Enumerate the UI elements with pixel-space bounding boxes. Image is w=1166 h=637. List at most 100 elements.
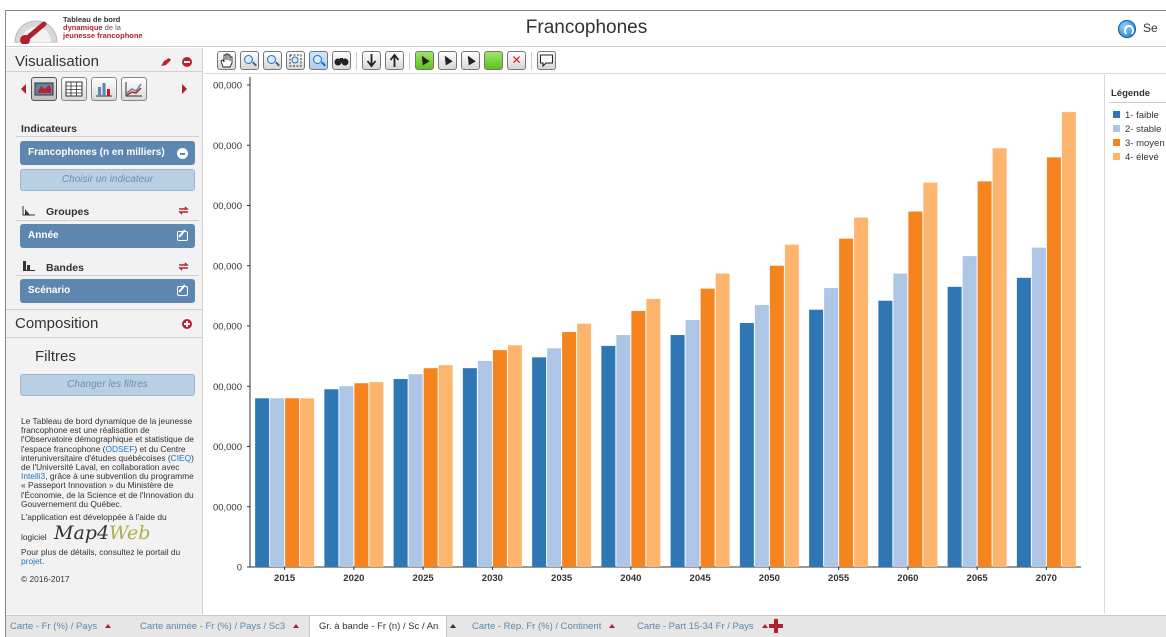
speech-bubble-icon	[539, 54, 554, 68]
zoom-out-button[interactable]	[263, 51, 282, 70]
tab-carte-part-15-34[interactable]: Carte - Part 15-34 Fr / Pays	[637, 621, 768, 632]
select-tool-button[interactable]	[415, 51, 434, 70]
legend-item[interactable]: 2- stable	[1113, 124, 1161, 135]
tab-menu-icon[interactable]	[609, 624, 616, 628]
prev-visualisation-icon[interactable]	[21, 84, 26, 94]
edit-bands-icon[interactable]	[177, 286, 188, 296]
bar	[300, 398, 315, 567]
zoom-extent-button[interactable]	[309, 51, 328, 70]
bands-value[interactable]: Scénario	[20, 279, 195, 303]
edit-groups-icon[interactable]	[177, 231, 188, 241]
change-filters-button[interactable]: Changer les filtres	[20, 374, 195, 396]
bar	[423, 368, 438, 567]
legend-label: 3- moyen	[1125, 138, 1165, 149]
bar	[824, 288, 839, 567]
info-text-2: ) et du Centre interuniversitaire d'étud…	[21, 443, 186, 463]
select-all-button[interactable]	[484, 51, 503, 70]
zoom-in-button[interactable]	[240, 51, 259, 70]
logo-line-1: Tableau de bord	[63, 15, 121, 24]
tab-menu-icon[interactable]	[761, 624, 768, 628]
comment-button[interactable]	[537, 51, 556, 70]
pen-icon[interactable]	[160, 57, 172, 67]
app-logo[interactable]: Tableau de bord dynamique de la jeunesse…	[13, 14, 173, 44]
bar	[438, 365, 453, 567]
y-tick-label: 00,000	[213, 81, 242, 92]
odsef-link[interactable]: ODSEF	[105, 443, 135, 454]
legend-item[interactable]: 3- moyen	[1113, 138, 1165, 149]
bar-chart-view-button[interactable]	[91, 77, 117, 101]
add-tab-icon[interactable]	[769, 619, 783, 633]
tab-menu-icon[interactable]	[105, 624, 112, 628]
x-tick-label: 2060	[897, 573, 918, 584]
intelli3-link[interactable]: Intelli3	[21, 471, 46, 482]
cieq-link[interactable]: CIEQ	[170, 452, 192, 463]
select-remove-button[interactable]	[461, 51, 480, 70]
collapse-visualisation-icon[interactable]	[182, 57, 192, 67]
groups-label: Groupes	[46, 206, 90, 218]
swap-groups-icon[interactable]	[178, 206, 189, 215]
bar	[255, 398, 270, 567]
select-add-button[interactable]	[438, 51, 457, 70]
bar	[809, 309, 824, 567]
bar	[700, 288, 715, 567]
table-view-button[interactable]	[61, 77, 87, 101]
tab-label: Carte animée - Fr (%) / Pays / Sc3	[140, 621, 286, 632]
tab-active-menu[interactable]	[448, 621, 456, 632]
pan-tool-button[interactable]	[217, 51, 236, 70]
bar	[492, 350, 507, 567]
bar	[947, 286, 962, 567]
tab-graphique-bande[interactable]: Gr. à bande - Fr (n) / Sc / An	[309, 616, 448, 637]
bar	[715, 273, 730, 567]
y-tick-label: 00,000	[213, 442, 242, 453]
header-right-text[interactable]: Se	[1143, 21, 1158, 35]
bar	[369, 382, 384, 567]
tab-menu-icon[interactable]	[293, 624, 300, 628]
next-visualisation-icon[interactable]	[182, 84, 187, 94]
zoom-extent-icon	[313, 55, 322, 64]
sort-descending-button[interactable]	[362, 51, 381, 70]
legend-item[interactable]: 4- élevé	[1113, 152, 1159, 163]
header: Tableau de bord dynamique de la jeunesse…	[6, 11, 1166, 47]
bar	[908, 211, 923, 567]
x-tick-label: 2045	[690, 573, 712, 584]
tab-menu-icon[interactable]	[450, 624, 456, 628]
legend-label: 1- faible	[1125, 110, 1159, 121]
clear-selection-button[interactable]: ✕	[507, 51, 526, 70]
copyright: © 2016-2017	[21, 574, 70, 584]
sidebar: Visualisation	[6, 48, 203, 614]
bar	[507, 345, 522, 567]
x-tick-label: 2015	[274, 573, 296, 584]
remove-indicator-icon[interactable]	[177, 148, 188, 159]
legend-swatch	[1113, 139, 1120, 146]
legend-panel: Légende 1- faible 2- stable 3- moyen 4- …	[1104, 75, 1166, 614]
bar	[784, 244, 799, 567]
tab-carte-rep-fr[interactable]: Carte - Rép. Fr (%) / Continent	[472, 621, 616, 632]
tab-carte-fr-pays[interactable]: Carte - Fr (%) / Pays	[10, 621, 112, 632]
binoculars-icon	[334, 58, 349, 66]
legend-item[interactable]: 1- faible	[1113, 110, 1159, 121]
divider	[16, 275, 199, 276]
bar	[670, 335, 685, 567]
swap-bands-icon[interactable]	[178, 262, 189, 271]
expand-composition-icon[interactable]	[182, 319, 192, 329]
bands-label: Bandes	[46, 262, 84, 274]
project-link[interactable]: projet	[21, 556, 42, 567]
bar	[1061, 112, 1076, 568]
indicator-selected[interactable]: Francophones (n en milliers)	[20, 141, 195, 165]
y-tick-label: 00,000	[213, 141, 242, 152]
chart-toolbar: ✕	[204, 48, 1166, 74]
help-icon[interactable]	[1118, 20, 1136, 38]
bar	[577, 323, 592, 567]
choose-indicator-button[interactable]: Choisir un indicateur	[20, 169, 195, 191]
sort-ascending-button[interactable]	[385, 51, 404, 70]
map-view-button[interactable]	[31, 77, 57, 101]
tab-carte-animee[interactable]: Carte animée - Fr (%) / Pays / Sc3	[140, 621, 300, 632]
groups-value[interactable]: Année	[20, 224, 195, 248]
bar	[324, 389, 339, 567]
line-chart-view-button[interactable]	[121, 77, 147, 101]
zoom-box-button[interactable]	[286, 51, 305, 70]
y-tick-label: 0	[237, 563, 242, 574]
y-tick-label: 00,000	[213, 322, 242, 333]
arrow-down-icon	[366, 54, 377, 68]
search-button[interactable]	[332, 51, 351, 70]
